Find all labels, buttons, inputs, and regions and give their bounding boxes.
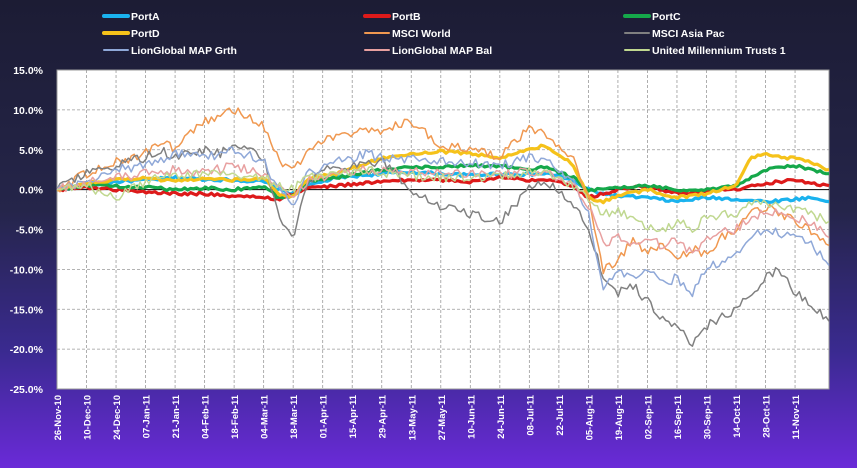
y-tick-label: -15.0% bbox=[10, 304, 44, 316]
y-tick-label: 5.0% bbox=[19, 145, 44, 157]
legend-entry-lionglobal-map-grth: LionGlobal MAP Grth bbox=[103, 45, 237, 57]
x-tick-label: 24-Jun-11 bbox=[496, 394, 507, 439]
x-tick-label: 22-Jul-11 bbox=[555, 394, 566, 435]
x-tick-label: 26-Nov-10 bbox=[53, 395, 64, 440]
x-tick-label: 11-Nov-11 bbox=[791, 394, 802, 439]
series-line-lionglobal-map-grth bbox=[56, 146, 830, 298]
legend-label: LionGlobal MAP Bal bbox=[392, 45, 492, 57]
x-tick-label: 30-Sep-11 bbox=[702, 394, 713, 439]
x-tick-label: 28-Oct-11 bbox=[762, 394, 773, 437]
chart-legend: PortA PortB PortC PortD MSCI World MSCI Asia … bbox=[102, 11, 786, 57]
legend-entry-porta: PortA bbox=[102, 11, 160, 23]
legend-entry-portc: PortC bbox=[623, 11, 681, 23]
legend-entry-united-millennium-trusts-1: United Millennium Trusts 1 bbox=[624, 45, 786, 57]
x-tick-label: 21-Jan-11 bbox=[171, 394, 182, 438]
x-tick-label: 16-Sep-11 bbox=[673, 394, 684, 439]
x-tick-label: 13-May-11 bbox=[407, 394, 418, 440]
x-tick-label: 18-Mar-11 bbox=[289, 394, 300, 439]
x-tick-label: 08-Jul-11 bbox=[525, 394, 536, 435]
series-line-portd bbox=[57, 143, 830, 205]
y-tick-label: -10.0% bbox=[10, 264, 44, 276]
x-tick-label: 24-Dec-10 bbox=[112, 395, 123, 440]
series-line-msci-asia-pac bbox=[56, 144, 830, 347]
y-tick-label: 15.0% bbox=[13, 65, 43, 77]
legend-label: United Millennium Trusts 1 bbox=[652, 45, 786, 57]
x-tick-label: 18-Feb-11 bbox=[230, 394, 241, 439]
y-tick-label: -5.0% bbox=[16, 225, 44, 237]
x-tick-label: 10-Dec-10 bbox=[83, 395, 94, 440]
x-tick-label: 15-Apr-11 bbox=[348, 394, 359, 438]
y-axis-tick-labels: 15.0% 10.0% 5.0% 0.0% -5.0% -10.0% -15.0% -20.0… bbox=[10, 65, 44, 396]
legend-label: MSCI World bbox=[392, 28, 451, 40]
legend-entry-lionglobal-map-bal: LionGlobal MAP Bal bbox=[364, 45, 492, 57]
legend-label: LionGlobal MAP Grth bbox=[131, 45, 237, 57]
legend-label: MSCI Asia Pac bbox=[652, 28, 725, 40]
legend-label: PortA bbox=[131, 11, 160, 23]
series-line-united-millennium-trusts-1 bbox=[56, 165, 830, 233]
x-axis-tick-labels: 26-Nov-10 10-Dec-10 24-Dec-10 07-Jan-11 21-J… bbox=[53, 394, 802, 440]
y-tick-label: 0.0% bbox=[19, 185, 44, 197]
x-tick-label: 04-Mar-11 bbox=[260, 394, 271, 439]
y-tick-label: -20.0% bbox=[10, 344, 44, 356]
series-line-portc bbox=[56, 162, 829, 200]
legend-entry-msci-world: MSCI World bbox=[364, 28, 451, 40]
x-tick-label: 10-Jun-11 bbox=[466, 394, 477, 439]
legend-entry-msci-asia-pac: MSCI Asia Pac bbox=[624, 28, 725, 40]
x-tick-label: 14-Oct-11 bbox=[732, 394, 743, 437]
x-tick-label: 04-Feb-11 bbox=[201, 394, 212, 439]
series-line-msci-world bbox=[56, 107, 830, 275]
x-tick-label: 01-Apr-11 bbox=[319, 394, 330, 438]
x-tick-label: 19-Aug-11 bbox=[614, 394, 625, 440]
legend-entry-portd: PortD bbox=[102, 28, 160, 40]
x-tick-label: 02-Sep-11 bbox=[643, 394, 654, 439]
legend-label: PortB bbox=[392, 11, 421, 23]
x-tick-label: 27-May-11 bbox=[437, 394, 448, 440]
legend-entry-portb: PortB bbox=[363, 11, 421, 23]
gridlines bbox=[56, 69, 829, 390]
legend-label: PortC bbox=[652, 11, 681, 23]
x-tick-label: 07-Jan-11 bbox=[142, 394, 153, 438]
x-tick-label: 29-Apr-11 bbox=[378, 394, 389, 438]
y-tick-label: -25.0% bbox=[10, 384, 44, 396]
series-lines bbox=[56, 107, 830, 347]
legend-label: PortD bbox=[131, 28, 160, 40]
x-tick-label: 05-Aug-11 bbox=[584, 394, 595, 440]
y-tick-label: 10.0% bbox=[13, 105, 43, 117]
